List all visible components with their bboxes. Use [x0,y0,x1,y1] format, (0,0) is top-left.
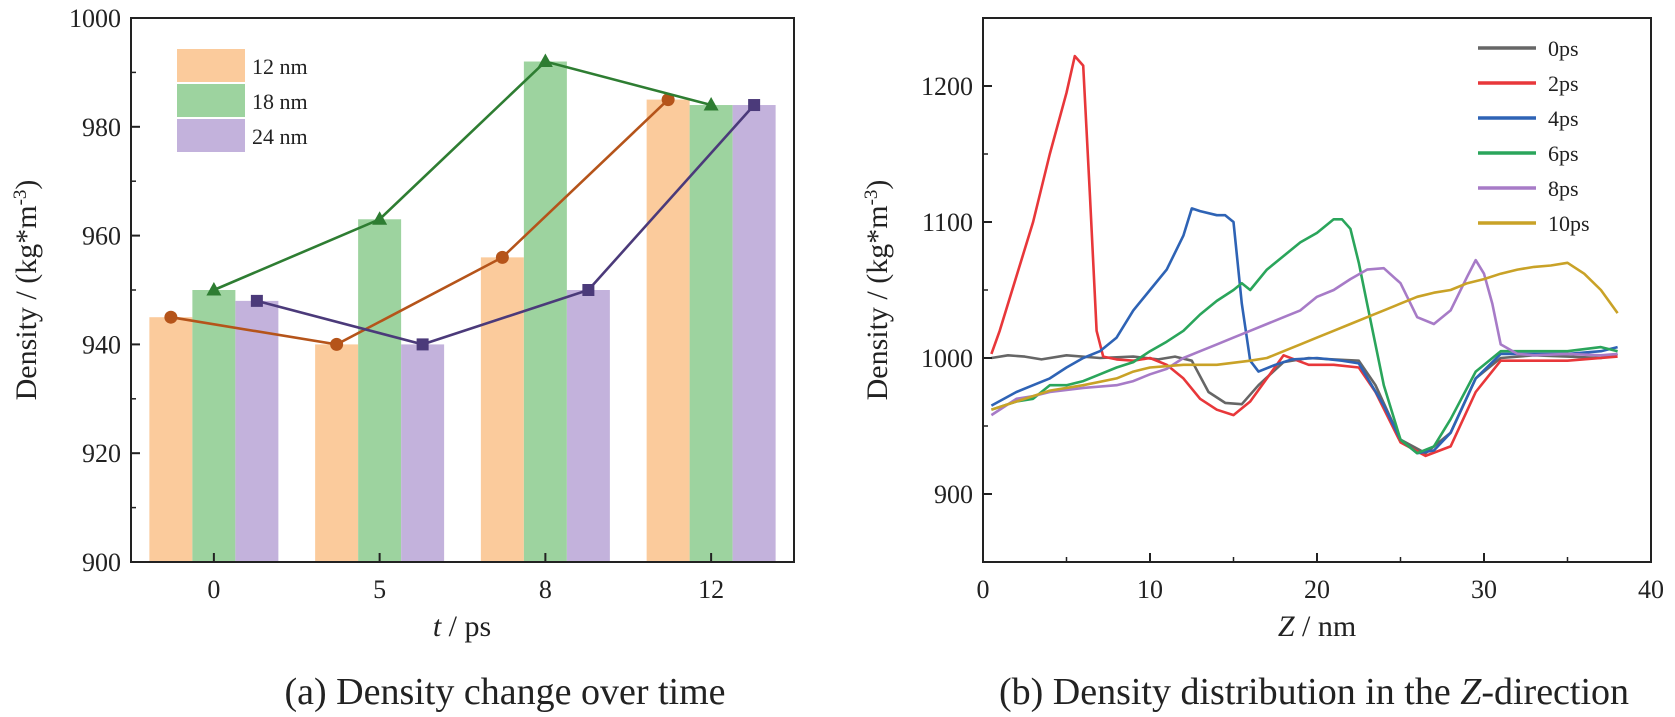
x-tick-label: 40 [1638,575,1664,604]
bar-24nm-5 [401,344,445,562]
series-line-18nm [213,60,712,292]
x-tick-label: 5 [373,575,386,604]
bar-24nm-0 [235,300,279,562]
caption-a: (a) Density change over time [284,671,725,713]
marker-12nm-8 [495,250,509,264]
x-ticks: 0 5 8 12 [207,553,724,604]
marker-24nm-12 [748,99,761,112]
legend-label: 0ps [1548,36,1579,61]
y-tick-label: 1000 [921,344,973,373]
series-line-6ps [990,218,1618,455]
y-ticks-b: 900 1000 1100 1200 [921,72,992,509]
x-ticks-b: 0 10 20 30 40 [977,553,1664,604]
y-ticks: 900 920 940 960 980 1000 [69,4,140,577]
legend-label: 6ps [1548,141,1579,166]
series-line-8ps [990,258,1618,417]
x-tick-label: 30 [1471,575,1497,604]
legend-label: 8ps [1548,176,1579,201]
marker-24nm-5 [416,338,429,351]
bar-12nm-0 [149,317,193,562]
series-line-10ps [990,261,1619,411]
legend-b: 0ps 2ps 4ps 6ps 8ps 10ps [1478,36,1590,236]
legend-swatch-12nm [177,49,245,82]
bar-18nm-0 [192,290,236,562]
legend-label: 4ps [1548,106,1579,131]
legend-label: 18 nm [252,89,308,114]
bar-12nm-5 [315,344,359,562]
x-axis-label-b: Z / nm [1278,610,1356,643]
legend-swatch-24nm [177,119,245,152]
x-tick-label: 8 [539,575,552,604]
marker-24nm-0 [250,294,263,307]
legend-label: 10ps [1548,211,1590,236]
y-tick-label: 920 [82,439,121,468]
y-tick-label: 1000 [69,4,121,33]
series-line-4ps [990,207,1618,455]
x-tick-label: 10 [1137,575,1163,604]
line-series [990,54,1619,458]
y-tick-label: 900 [82,548,121,577]
marker-12nm-12 [661,93,675,107]
series-line-12nm [170,98,670,346]
panel-b: 900 1000 1100 1200 0 10 20 30 40 0ps 2ps 4ps 6ps 8p… [861,17,1664,713]
y-axis-label: Density / (kg*m-3) [10,180,44,401]
legend-label: 24 nm [252,124,308,149]
bar-12nm-12 [646,99,690,562]
x-tick-label: 0 [207,575,220,604]
legend: 12 nm 18 nm 24 nm [177,49,308,152]
y-tick-label: 960 [82,222,121,251]
plot-frame-b [982,17,1652,563]
caption-b: (b) Density distribution in the Z-direct… [999,671,1629,713]
marker-12nm-5 [330,337,344,351]
panel-a: 900 920 940 960 980 1000 0 5 8 12 12 nm 18 nm 24 n… [10,4,795,713]
marker-12nm-0 [164,310,178,324]
marker-18nm-0 [206,282,222,296]
y-axis-label-b: Density / (kg*m-3) [861,180,895,401]
bar-18nm-12 [689,105,733,562]
series-line-2ps [990,54,1618,458]
bar-24nm-8 [566,290,610,562]
legend-label: 2ps [1548,71,1579,96]
y-tick-label: 1100 [922,208,973,237]
x-tick-label: 0 [977,575,990,604]
marker-18nm-5 [372,211,388,225]
series-line-0ps [991,352,1618,455]
bar-12nm-8 [480,257,524,562]
x-axis-label: t / ps [433,610,491,643]
bar-18nm-8 [523,61,567,563]
legend-label: 12 nm [252,54,308,79]
y-tick-label: 1200 [921,72,973,101]
marker-18nm-12 [703,97,719,111]
bar-18nm-5 [358,219,402,562]
line-overlay [164,53,761,351]
marker-24nm-8 [582,284,595,296]
bar-24nm-12 [732,105,776,562]
y-tick-label: 900 [934,480,973,509]
legend-swatch-18nm [177,84,245,117]
x-tick-label: 12 [698,575,724,604]
series-line-24nm [256,104,756,346]
y-tick-label: 980 [82,113,121,142]
x-tick-label: 20 [1304,575,1330,604]
marker-18nm-8 [537,53,553,68]
y-tick-label: 940 [82,330,121,359]
bar-group [149,61,776,563]
